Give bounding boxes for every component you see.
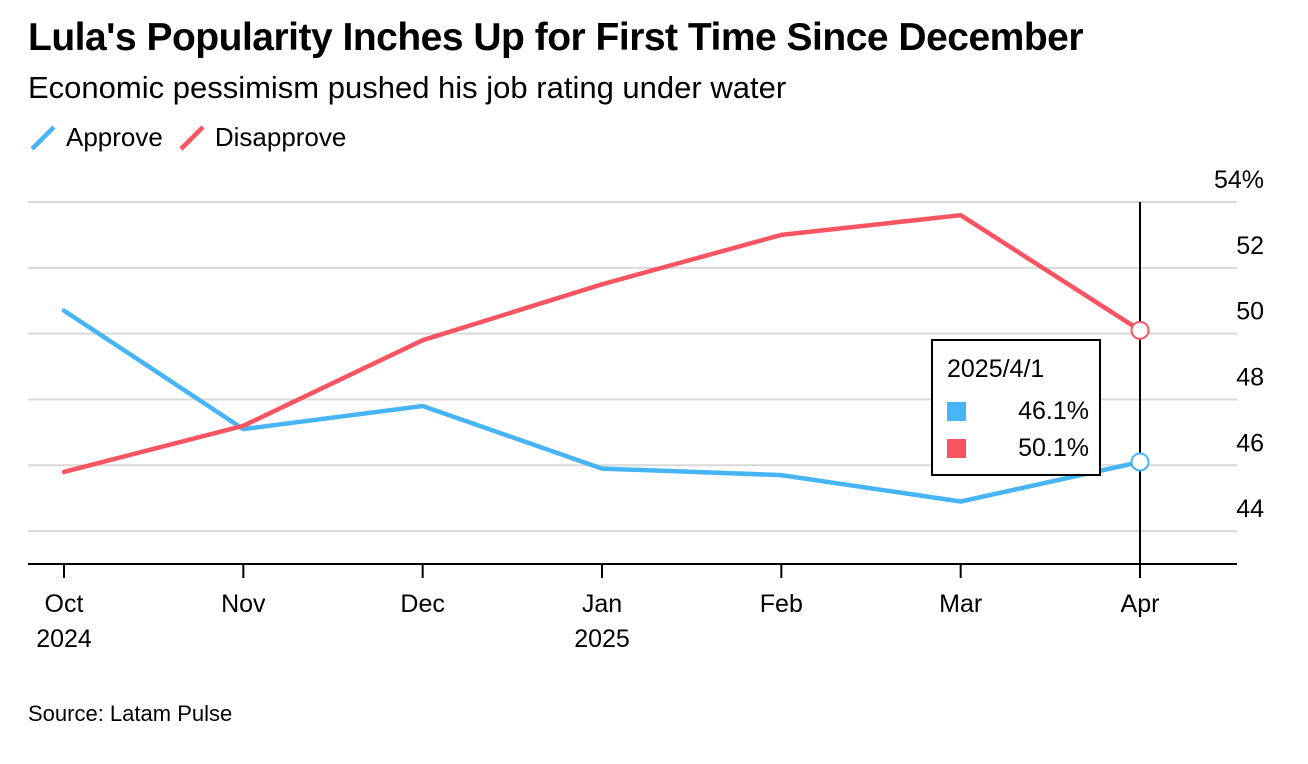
x-axis: Oct 2024 Nov Dec Jan 2025 Feb Mar Apr bbox=[28, 202, 1237, 653]
x-tick-label-year: 2024 bbox=[36, 625, 92, 653]
tooltip: 2025/4/1 46.1% 50.1% bbox=[931, 339, 1101, 476]
x-tick-label: Apr bbox=[1121, 590, 1160, 618]
y-tick-label: 50 bbox=[1236, 298, 1264, 326]
x-tick-label: Oct bbox=[45, 590, 84, 618]
chart-subtitle: Economic pessimism pushed his job rating… bbox=[28, 70, 787, 105]
x-tick-label: Jan bbox=[582, 590, 622, 618]
tooltip-swatch-disapprove bbox=[947, 439, 966, 458]
gridlines bbox=[28, 201, 1237, 533]
y-tick-label: 46 bbox=[1236, 429, 1264, 457]
tooltip-row-disapprove: 50.1% bbox=[947, 434, 1089, 463]
x-tick-label: Dec bbox=[400, 590, 444, 618]
y-axis: 44 46 48 50 52 54% bbox=[1214, 166, 1264, 523]
tooltip-value-disapprove: 50.1% bbox=[1018, 434, 1089, 462]
x-tick-label: Nov bbox=[221, 590, 266, 618]
disapprove-line-icon bbox=[179, 124, 205, 151]
x-tick-label-year: 2025 bbox=[574, 625, 630, 653]
tooltip-swatch-approve bbox=[947, 402, 966, 421]
x-tick-label: Feb bbox=[760, 590, 803, 618]
y-tick-label: 44 bbox=[1236, 495, 1264, 523]
chart-title: Lula's Popularity Inches Up for First Ti… bbox=[28, 16, 1084, 59]
approve-highlight-marker bbox=[1130, 452, 1150, 472]
approve-series-line bbox=[61, 308, 1143, 504]
tooltip-date: 2025/4/1 bbox=[947, 355, 1045, 383]
x-tick-label: Mar bbox=[939, 590, 982, 618]
tooltip-row-approve: 46.1% bbox=[947, 397, 1089, 426]
disapprove-highlight-marker bbox=[1130, 320, 1150, 340]
approve-line-icon bbox=[30, 124, 56, 151]
y-tick-label: 54% bbox=[1214, 166, 1264, 194]
tooltip-value-approve: 46.1% bbox=[1018, 397, 1089, 425]
y-tick-label: 52 bbox=[1236, 232, 1264, 260]
legend-label-approve: Approve bbox=[66, 122, 163, 152]
legend-label-disapprove: Disapprove bbox=[214, 122, 347, 152]
legend-item-disapprove: Disapprove bbox=[177, 122, 347, 153]
legend-item-approve: Approve bbox=[28, 122, 163, 153]
source-note: Source: Latam Pulse bbox=[28, 701, 233, 726]
y-tick-label: 48 bbox=[1236, 363, 1264, 391]
series bbox=[61, 212, 1143, 504]
legend: Approve Disapprove bbox=[28, 122, 360, 153]
disapprove-series-line bbox=[61, 212, 1143, 475]
markers bbox=[1130, 320, 1150, 472]
